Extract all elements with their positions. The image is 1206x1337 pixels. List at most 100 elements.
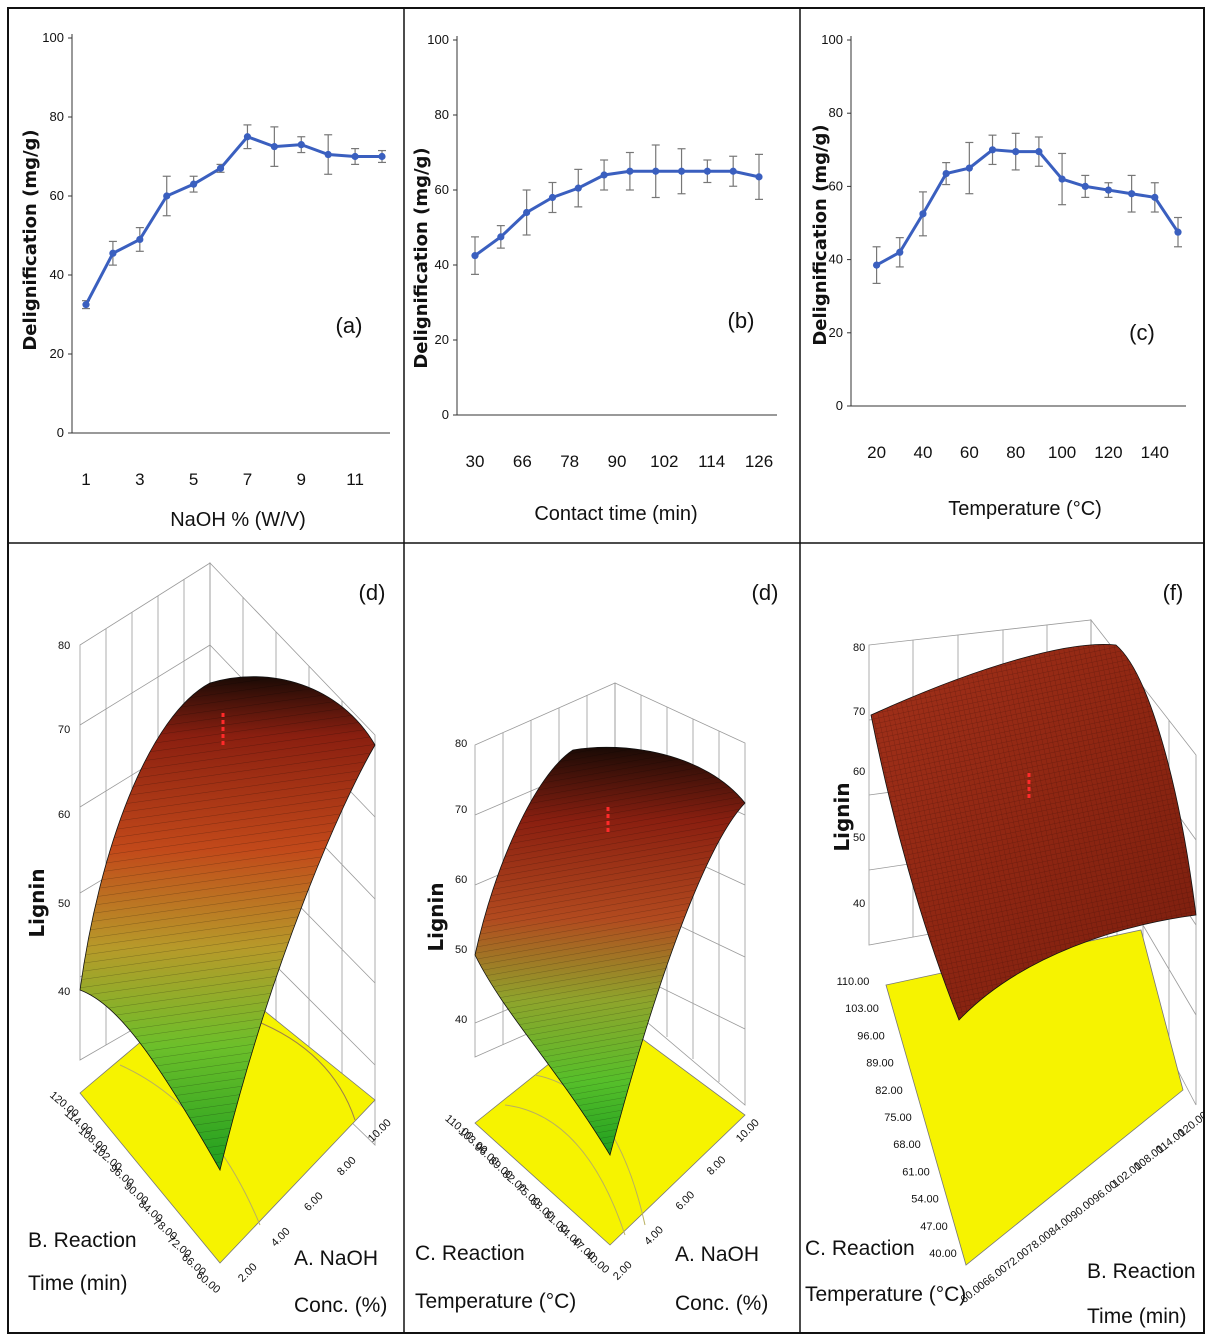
data-point xyxy=(1081,182,1089,190)
data-point xyxy=(755,173,763,181)
x-axis-label-d1-line2: Conc. (%) xyxy=(294,1294,387,1317)
data-point xyxy=(652,167,660,175)
panel-label-f: (f) xyxy=(1163,580,1184,605)
data-point xyxy=(523,208,531,217)
y-tick-label: 20 xyxy=(829,325,843,340)
data-point xyxy=(1035,148,1043,156)
y-tick-label: 60 xyxy=(50,188,64,203)
y-axis-label-a: Delignification (mg/g) xyxy=(20,129,41,350)
x-tick-label: 40 xyxy=(914,443,933,462)
panel-f: 80 70 60 50 40 Lignin 110.00 103.00 96.00 8… xyxy=(801,545,1203,1332)
y-tick-label: 80 xyxy=(829,105,843,120)
data-point xyxy=(1012,148,1020,156)
data-point xyxy=(872,261,881,269)
tick-label-3d: 40.00 xyxy=(929,1248,957,1260)
tick-label-3d: 54.00 xyxy=(911,1194,939,1206)
x-axis-label-a: NaOH % (W/V) xyxy=(170,509,306,531)
y-axis-label-d1-line1: B. Reaction xyxy=(28,1229,137,1252)
x-tick-label: 30 xyxy=(466,452,485,471)
z-axis-label-f: Lignin xyxy=(830,782,854,851)
surface-chart-d2: 80 70 60 50 40 Lignin 110.00103.0096.008… xyxy=(415,580,778,1315)
tick-label-3d: 61.00 xyxy=(902,1166,930,1178)
x-axis-label-d2-line1: A. NaOH xyxy=(675,1243,759,1266)
x-tick-label: 100 xyxy=(1048,443,1076,462)
tick-label-3d: 60.00 xyxy=(194,1269,223,1296)
tick-label-3d: 6.00 xyxy=(302,1190,326,1214)
z-axis-label-d2: Lignin xyxy=(424,882,448,951)
data-point xyxy=(988,146,997,154)
panel-d2: 80 70 60 50 40 Lignin 110.00 103.00 96.00 8… xyxy=(405,545,799,1332)
floor-contour-f xyxy=(885,929,1184,1266)
y-tick-label: 100 xyxy=(821,32,843,47)
z-tick-d2-70: 70 xyxy=(455,804,467,816)
z-tick-d1-70: 70 xyxy=(58,724,70,736)
x-tick-label: 11 xyxy=(346,470,364,489)
y-axis-label-d2-line1: C. Reaction xyxy=(415,1242,525,1265)
panel-label-a: (a) xyxy=(336,313,363,338)
data-point xyxy=(216,164,225,172)
y-tick-label: 80 xyxy=(435,107,449,122)
surface-chart-d1: 80 70 60 50 40 Lignin 120.00114.00108.00… xyxy=(25,562,394,1317)
z-tick-d2-60: 60 xyxy=(455,874,467,886)
data-point xyxy=(1128,190,1136,198)
tick-label-3d: 68.00 xyxy=(893,1139,921,1151)
data-point xyxy=(896,248,904,256)
z-tick-d2-40: 40 xyxy=(455,1014,467,1026)
series-line xyxy=(474,169,760,257)
x-tick-label: 1 xyxy=(81,470,90,489)
z-tick-d2-80: 80 xyxy=(455,738,467,750)
data-point xyxy=(243,133,252,141)
y-tick-label: 40 xyxy=(50,267,64,282)
z-tick-f-50: 50 xyxy=(853,832,865,844)
y-axis-label-f-line2: Temperature (°C) xyxy=(805,1283,966,1306)
surface-chart-f: 80 70 60 50 40 Lignin 110.00 103.00 96.00 8… xyxy=(805,580,1203,1328)
y-ticks-f: 110.00 103.00 96.00 89.00 82.00 75.00 68.00 61.… xyxy=(837,976,957,1260)
data-point xyxy=(729,167,737,175)
panel-d1: 80 70 60 50 40 Lignin 120.00 114.00 108.00… xyxy=(10,545,403,1332)
tick-label-3d: 110.00 xyxy=(837,976,870,988)
data-point xyxy=(600,171,608,179)
panel-label-d1: (d) xyxy=(359,580,386,605)
data-point xyxy=(351,152,359,161)
tick-label-3d: 103.00 xyxy=(845,1003,879,1015)
panel-label-c: (c) xyxy=(1129,320,1155,345)
x-tick-label: 3 xyxy=(135,470,144,489)
tick-label-3d: 2.00 xyxy=(236,1261,260,1285)
y-tick-label: 40 xyxy=(829,252,843,267)
panel-c: Delignification (mg/g) Temperature (°C) … xyxy=(801,10,1203,542)
data-point xyxy=(1151,193,1159,201)
data-point xyxy=(919,210,927,218)
series-line xyxy=(84,134,382,306)
line-chart-b: Delignification (mg/g) Contact time (min… xyxy=(411,32,777,525)
data-point xyxy=(965,164,973,172)
x-tick-label: 78 xyxy=(560,452,579,471)
y-tick-label: 80 xyxy=(50,109,64,124)
line-chart-a: Delignification (mg/g) NaOH % (W/V) (a) … xyxy=(20,30,390,531)
y-tick-label: 20 xyxy=(50,346,64,361)
tick-label-3d: 6.00 xyxy=(674,1189,698,1213)
tick-label-3d: 89.00 xyxy=(866,1058,894,1070)
data-point xyxy=(626,167,634,175)
x-tick-label: 102 xyxy=(650,452,678,471)
x-tick-label: 90 xyxy=(608,452,627,471)
y-tick-label: 100 xyxy=(427,32,449,47)
data-point xyxy=(548,193,557,202)
data-point xyxy=(270,143,278,151)
x-axis-label-b: Contact time (min) xyxy=(534,503,697,525)
data-point xyxy=(82,301,90,309)
y-tick-label: 100 xyxy=(42,30,64,45)
x-tick-label: 20 xyxy=(867,443,886,462)
data-point xyxy=(324,150,332,159)
data-point xyxy=(703,167,711,175)
x-axis-label-c: Temperature (°C) xyxy=(948,498,1102,520)
x-tick-label: 7 xyxy=(243,470,252,489)
y-tick-label: 40 xyxy=(435,257,449,272)
panel-label-b: (b) xyxy=(728,308,755,333)
z-tick-f-80: 80 xyxy=(853,642,865,654)
tick-label-3d: 75.00 xyxy=(884,1112,912,1124)
data-point xyxy=(297,141,305,149)
x-tick-label: 60 xyxy=(960,443,979,462)
x-tick-label: 140 xyxy=(1141,443,1169,462)
tick-label-3d: 8.00 xyxy=(705,1154,729,1178)
